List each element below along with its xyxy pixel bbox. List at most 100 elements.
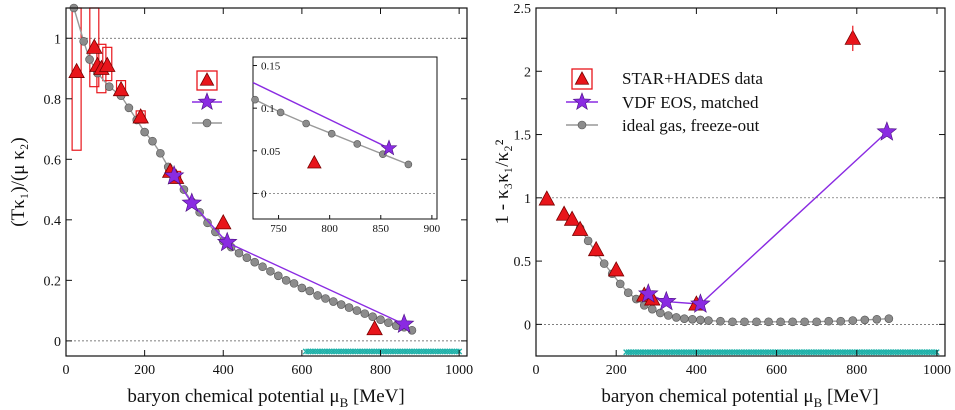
left-curve-point (368, 312, 377, 321)
right-y-axis-label: 1 - κ₃κ₁/κ₂² (492, 139, 513, 224)
right-band-mark (914, 349, 921, 356)
right-band-mark (738, 349, 745, 356)
left-band-mark (425, 348, 432, 355)
left-band-mark (418, 348, 425, 355)
left-band-mark (404, 348, 411, 355)
left-band-mark (312, 348, 319, 355)
left-x-tick-label: 1000 (445, 363, 473, 378)
left-band-mark (413, 348, 420, 355)
left-x-tick-label: 400 (213, 363, 234, 378)
left-band-mark (345, 348, 352, 355)
left-data-marks (68, 3, 463, 355)
right-band-mark (832, 349, 839, 356)
right-curve-point (824, 316, 834, 326)
right-curve-point (680, 314, 689, 323)
left-curve-point (85, 55, 94, 64)
left-x-tick-label: 800 (370, 363, 391, 378)
inset-y-tick-label: 0.15 (261, 61, 281, 73)
left-model-point (163, 165, 185, 185)
right-curve-point (788, 317, 797, 327)
left-band-mark (378, 348, 385, 355)
right-curve-point (583, 236, 593, 246)
left-band-mark (349, 348, 357, 355)
right-legend-dot (577, 120, 587, 130)
left-curve-point (148, 136, 157, 146)
right-curve-point (812, 317, 821, 327)
right-band-mark (745, 349, 753, 356)
left-band-mark (305, 348, 312, 355)
left-band-mark (451, 348, 458, 355)
right-band-mark (798, 349, 805, 356)
right-band-mark (704, 349, 712, 356)
right-curve-point (656, 308, 665, 318)
left-curve-point (336, 300, 346, 309)
inset-x-tick-label: 750 (270, 223, 287, 235)
left-band-mark (316, 348, 324, 355)
right-band-mark (810, 349, 817, 356)
inset-x-tick-label: 850 (373, 223, 390, 235)
right-curve-point (716, 316, 725, 326)
right-band-mark (803, 349, 810, 356)
left-curve-point (376, 315, 385, 324)
left-data-point (214, 214, 232, 230)
left-legend-box (196, 70, 218, 91)
right-band-mark (678, 349, 685, 356)
right-model-point (655, 290, 677, 311)
left-legend-dot (202, 118, 212, 128)
right-curve-line (579, 227, 889, 323)
left-band-mark (382, 348, 390, 355)
right-band-mark (772, 349, 779, 356)
left-band-mark (380, 348, 387, 355)
right-band-mark (719, 349, 726, 356)
right-curve-point (884, 314, 894, 323)
left-band-mark (408, 348, 416, 355)
right-band-mark (743, 349, 750, 356)
right-curve-point (764, 317, 773, 327)
right-band-mark (728, 349, 736, 356)
right-data-point (563, 210, 581, 226)
right-band-mark (808, 349, 815, 356)
right-band-mark (733, 349, 740, 356)
left-curve-point (273, 271, 283, 281)
right-band-mark (923, 349, 931, 356)
left-y-tick-label: 1 (54, 32, 61, 47)
left-band-mark (448, 348, 456, 355)
right-band-mark (661, 349, 668, 356)
left-curve-point (352, 306, 362, 315)
left-band-mark (342, 348, 350, 355)
right-data-point (538, 190, 556, 206)
right-band-mark (902, 349, 909, 356)
left-legend (192, 70, 222, 128)
right-band-mark (897, 349, 904, 356)
left-reference-lines (66, 37, 467, 342)
right-band-mark (647, 349, 654, 356)
right-plot-frame (535, 7, 946, 357)
inset-curve-point (327, 129, 336, 138)
right-band-mark (685, 349, 692, 356)
right-curve-point (872, 315, 882, 324)
left-band-mark (335, 348, 342, 355)
right-band-mark (781, 349, 789, 356)
right-band-mark (755, 349, 762, 356)
right-band-mark (688, 349, 695, 356)
right-curve-point (696, 315, 705, 325)
right-band-mark (892, 349, 899, 356)
right-band-mark (825, 349, 832, 356)
inset-y-tick-label: 0.1 (261, 103, 275, 115)
right-legend-label-curve: ideal gas, freeze-out (622, 116, 760, 135)
left-band-mark (371, 348, 378, 355)
right-band-mark (861, 349, 868, 356)
right-band-mark (880, 349, 887, 356)
left-curve-point (329, 297, 338, 306)
right-band-mark (726, 349, 733, 356)
right-band-mark (830, 349, 837, 356)
left-curve-point (289, 279, 299, 288)
right-band-mark (834, 349, 842, 356)
right-curve-point (704, 316, 713, 325)
right-band-mark (878, 349, 885, 356)
left-curve-point (211, 227, 220, 237)
right-band-mark (931, 349, 938, 356)
right-band-mark (784, 349, 791, 356)
right-curve-point (776, 317, 785, 327)
left-curve-point (281, 276, 291, 285)
